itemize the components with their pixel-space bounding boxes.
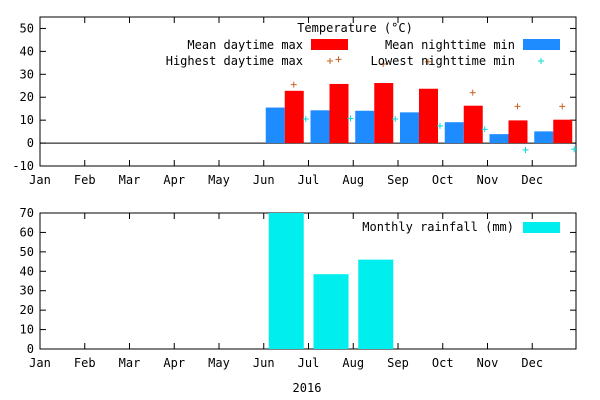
- x-tick-label: Oct: [432, 173, 454, 187]
- x-tick-label: Mar: [119, 356, 141, 370]
- bar-mean-nighttime-min: [355, 110, 375, 144]
- legend-label: Monthly rainfall (mm): [362, 220, 514, 234]
- x-tick-label: May: [208, 173, 230, 187]
- bar-mean-nighttime-min: [489, 134, 509, 144]
- y-tick-label: 30: [20, 284, 34, 298]
- y-tick-label: 50: [20, 21, 34, 35]
- x-tick-label: Feb: [74, 173, 96, 187]
- y-tick-label: 10: [20, 323, 34, 337]
- x-tick-label: Apr: [163, 356, 185, 370]
- x-tick-label: Nov: [477, 173, 499, 187]
- y-tick-label: 20: [20, 303, 34, 317]
- marker-lowest-nighttime-min: [522, 146, 529, 153]
- x-tick-label: Jul: [298, 173, 320, 187]
- y-tick-label: -10: [12, 159, 34, 173]
- legend-label: Lowest nighttime min: [371, 54, 516, 68]
- legend-label: Highest daytime max: [166, 54, 303, 68]
- bar-mean-nighttime-min: [310, 110, 330, 144]
- bar-mean-daytime-max: [284, 90, 304, 144]
- y-tick-label: 30: [20, 67, 34, 81]
- bar-mean-nighttime-min: [400, 112, 419, 144]
- marker-lowest-nighttime-min: [392, 116, 399, 123]
- x-tick-label: Dec: [521, 173, 543, 187]
- x-tick-label: Nov: [477, 356, 499, 370]
- marker-lowest-nighttime-min: [437, 122, 443, 129]
- legend-swatch-mean-daytime-max: [311, 39, 348, 50]
- y-tick-label: 0: [27, 136, 34, 150]
- legend-swatch-mean-nighttime-min: [523, 39, 560, 50]
- legend-label: Mean nighttime min: [385, 38, 515, 52]
- x-tick-label: Aug: [342, 356, 364, 370]
- legend: Mean daytime max Mean nighttime min Highes…: [166, 38, 560, 68]
- rainfall-chart: 0 10 20 30 40 50 60 70 Jan Feb Mar Apr May Jun Jul Aug S…: [20, 206, 577, 395]
- marker-lowest-nighttime-min: [571, 146, 578, 153]
- marker-highest-daytime-max: [469, 89, 476, 96]
- x-tick-label: Apr: [163, 173, 185, 187]
- x-axis-label: 2016: [293, 381, 322, 395]
- bar-mean-daytime-max: [463, 105, 483, 144]
- marker-highest-daytime-max: [514, 103, 521, 110]
- temperature-chart: -10 0 10 20 30 40 50 Jan Feb Mar Apr May Jun Jul Aug Se…: [12, 16, 578, 187]
- chart-title: Temperature (°C): [297, 21, 413, 35]
- bar-mean-daytime-max: [553, 119, 573, 144]
- x-tick-label: Feb: [74, 356, 96, 370]
- y-tick-label: 0: [27, 342, 34, 356]
- x-tick-label: Jul: [298, 356, 320, 370]
- bar-mean-nighttime-min: [265, 107, 285, 144]
- x-tick-label: Mar: [119, 173, 141, 187]
- bar-mean-daytime-max: [329, 83, 349, 144]
- bar-mean-nighttime-min: [444, 122, 464, 144]
- marker-highest-daytime-max: [335, 56, 342, 63]
- marker-lowest-nighttime-min: [347, 115, 354, 122]
- y-tick-label: 40: [20, 44, 34, 58]
- legend-marker-lowest-nighttime-min: [538, 58, 544, 64]
- y-tick-label: 40: [20, 264, 34, 278]
- bar-monthly-rainfall: [358, 259, 394, 349]
- x-tick-label: May: [208, 356, 230, 370]
- x-tick-label: Oct: [432, 356, 454, 370]
- legend-label: Mean daytime max: [187, 38, 303, 52]
- x-tick-label: Aug: [342, 173, 364, 187]
- bar-monthly-rainfall: [268, 213, 304, 349]
- bar-mean-nighttime-min: [534, 131, 554, 144]
- x-tick-label: Jun: [253, 356, 275, 370]
- legend: Monthly rainfall (mm): [362, 220, 560, 234]
- marker-lowest-nighttime-min: [481, 126, 488, 133]
- bar-monthly-rainfall: [313, 274, 349, 349]
- bar-mean-daytime-max: [374, 83, 394, 144]
- x-tick-label: Jan: [29, 356, 51, 370]
- marker-highest-daytime-max: [425, 58, 431, 65]
- bar-mean-daytime-max: [419, 88, 438, 144]
- legend-swatch-monthly-rainfall: [523, 222, 560, 233]
- x-tick-label: Dec: [521, 356, 543, 370]
- y-tick-label: 50: [20, 245, 34, 259]
- y-tick-label: 10: [20, 113, 34, 127]
- x-tick-label: Sep: [387, 173, 409, 187]
- marker-highest-daytime-max: [559, 103, 566, 110]
- y-tick-label: 70: [20, 206, 34, 220]
- x-tick-label: Jan: [29, 173, 51, 187]
- x-tick-label: Jun: [253, 173, 275, 187]
- marker-lowest-nighttime-min: [302, 116, 309, 123]
- y-tick-label: 20: [20, 90, 34, 104]
- bar-mean-daytime-max: [508, 120, 528, 144]
- marker-highest-daytime-max: [380, 60, 387, 67]
- y-tick-label: 60: [20, 225, 34, 239]
- marker-highest-daytime-max: [290, 81, 297, 88]
- legend-marker-highest-daytime-max: [327, 58, 333, 64]
- x-tick-label: Sep: [387, 356, 409, 370]
